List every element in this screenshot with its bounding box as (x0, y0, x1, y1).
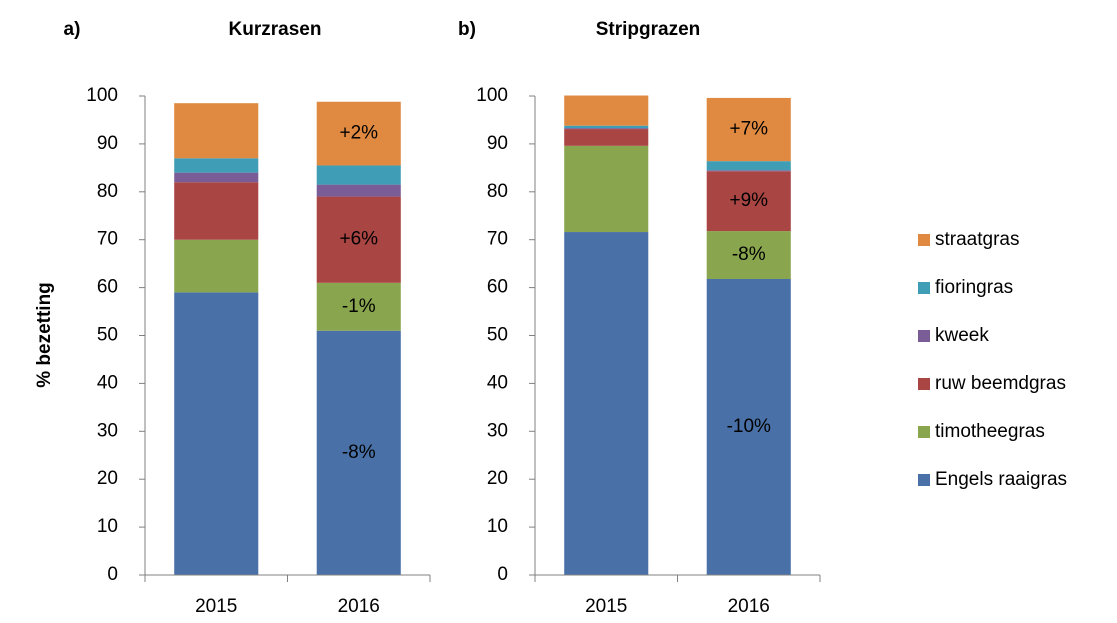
legend-label: straatgras (935, 229, 1019, 250)
change-label: -8% (732, 244, 766, 265)
y-tick-label: 60 (487, 277, 508, 298)
legend-swatch (918, 282, 930, 294)
legend-label: kweek (935, 325, 989, 346)
legend-label: ruw beemdgras (935, 373, 1066, 394)
legend-swatch (918, 330, 930, 342)
bar-segment (564, 232, 649, 575)
change-label: +7% (729, 119, 768, 140)
y-tick-label: 80 (97, 181, 118, 202)
y-tick-label: 90 (487, 133, 508, 154)
change-label: +6% (339, 229, 378, 250)
bar-segment (706, 278, 791, 575)
legend-swatch (918, 474, 930, 486)
y-tick-label: 10 (487, 516, 508, 537)
x-tick-label: 2016 (728, 596, 770, 617)
chart-title: Kurzrasen (229, 19, 322, 40)
bar-segment (706, 231, 791, 279)
y-tick-label: 90 (97, 133, 118, 154)
y-tick-label: 100 (86, 85, 118, 106)
bar-segment (706, 170, 791, 172)
change-label: +2% (339, 123, 378, 144)
change-label: +9% (729, 190, 768, 211)
bar-segment (174, 239, 259, 293)
legend-swatch (918, 234, 930, 246)
bar-segment (316, 101, 401, 166)
bar-segment (174, 292, 259, 575)
bar-segment (174, 182, 259, 240)
y-tick-label: 40 (97, 372, 118, 393)
y-tick-label: 10 (97, 516, 118, 537)
change-label: -10% (727, 416, 771, 437)
y-tick-label: 100 (476, 85, 508, 106)
bar-segment (316, 165, 401, 185)
legend-swatch (918, 426, 930, 438)
x-tick-label: 2015 (585, 596, 627, 617)
bar-segment (316, 184, 401, 197)
y-tick-label: 70 (487, 229, 508, 250)
y-tick-label: 50 (97, 325, 118, 346)
x-tick-label: 2016 (338, 596, 380, 617)
y-tick-label: 0 (107, 564, 118, 585)
legend-label: fioringras (935, 277, 1013, 298)
y-tick-label: 80 (487, 181, 508, 202)
y-tick-label: 70 (97, 229, 118, 250)
bar-segment (174, 172, 259, 183)
x-tick-label: 2015 (195, 596, 237, 617)
bar-segment (706, 97, 791, 162)
panel-label: a) (64, 19, 81, 40)
legend-label: timotheegras (935, 421, 1045, 442)
chart-title: Stripgrazen (596, 19, 701, 40)
y-tick-label: 50 (487, 325, 508, 346)
bar-segment (316, 196, 401, 283)
bar-segment (316, 282, 401, 331)
legend-label: Engels raaigras (935, 469, 1067, 490)
bar-segment (564, 125, 649, 129)
y-tick-label: 20 (97, 468, 118, 489)
bar-segment (174, 103, 259, 159)
legend-swatch (918, 378, 930, 390)
y-tick-label: 60 (97, 277, 118, 298)
bar-segment (564, 129, 649, 146)
y-tick-label: 0 (497, 564, 508, 585)
bar-segment (564, 128, 649, 130)
bar-segment (706, 171, 791, 232)
y-tick-label: 20 (487, 468, 508, 489)
change-label: -8% (342, 442, 376, 463)
bar-segment (174, 158, 259, 173)
y-tick-label: 30 (487, 420, 508, 441)
panel-label: b) (458, 19, 476, 40)
y-axis-label: % bezetting (34, 282, 55, 388)
y-tick-label: 30 (97, 420, 118, 441)
change-label: -1% (342, 296, 376, 317)
bar-segment (316, 330, 401, 575)
y-tick-label: 40 (487, 372, 508, 393)
bar-segment (564, 145, 649, 233)
bar-segment (706, 161, 791, 171)
bar-segment (564, 95, 649, 126)
